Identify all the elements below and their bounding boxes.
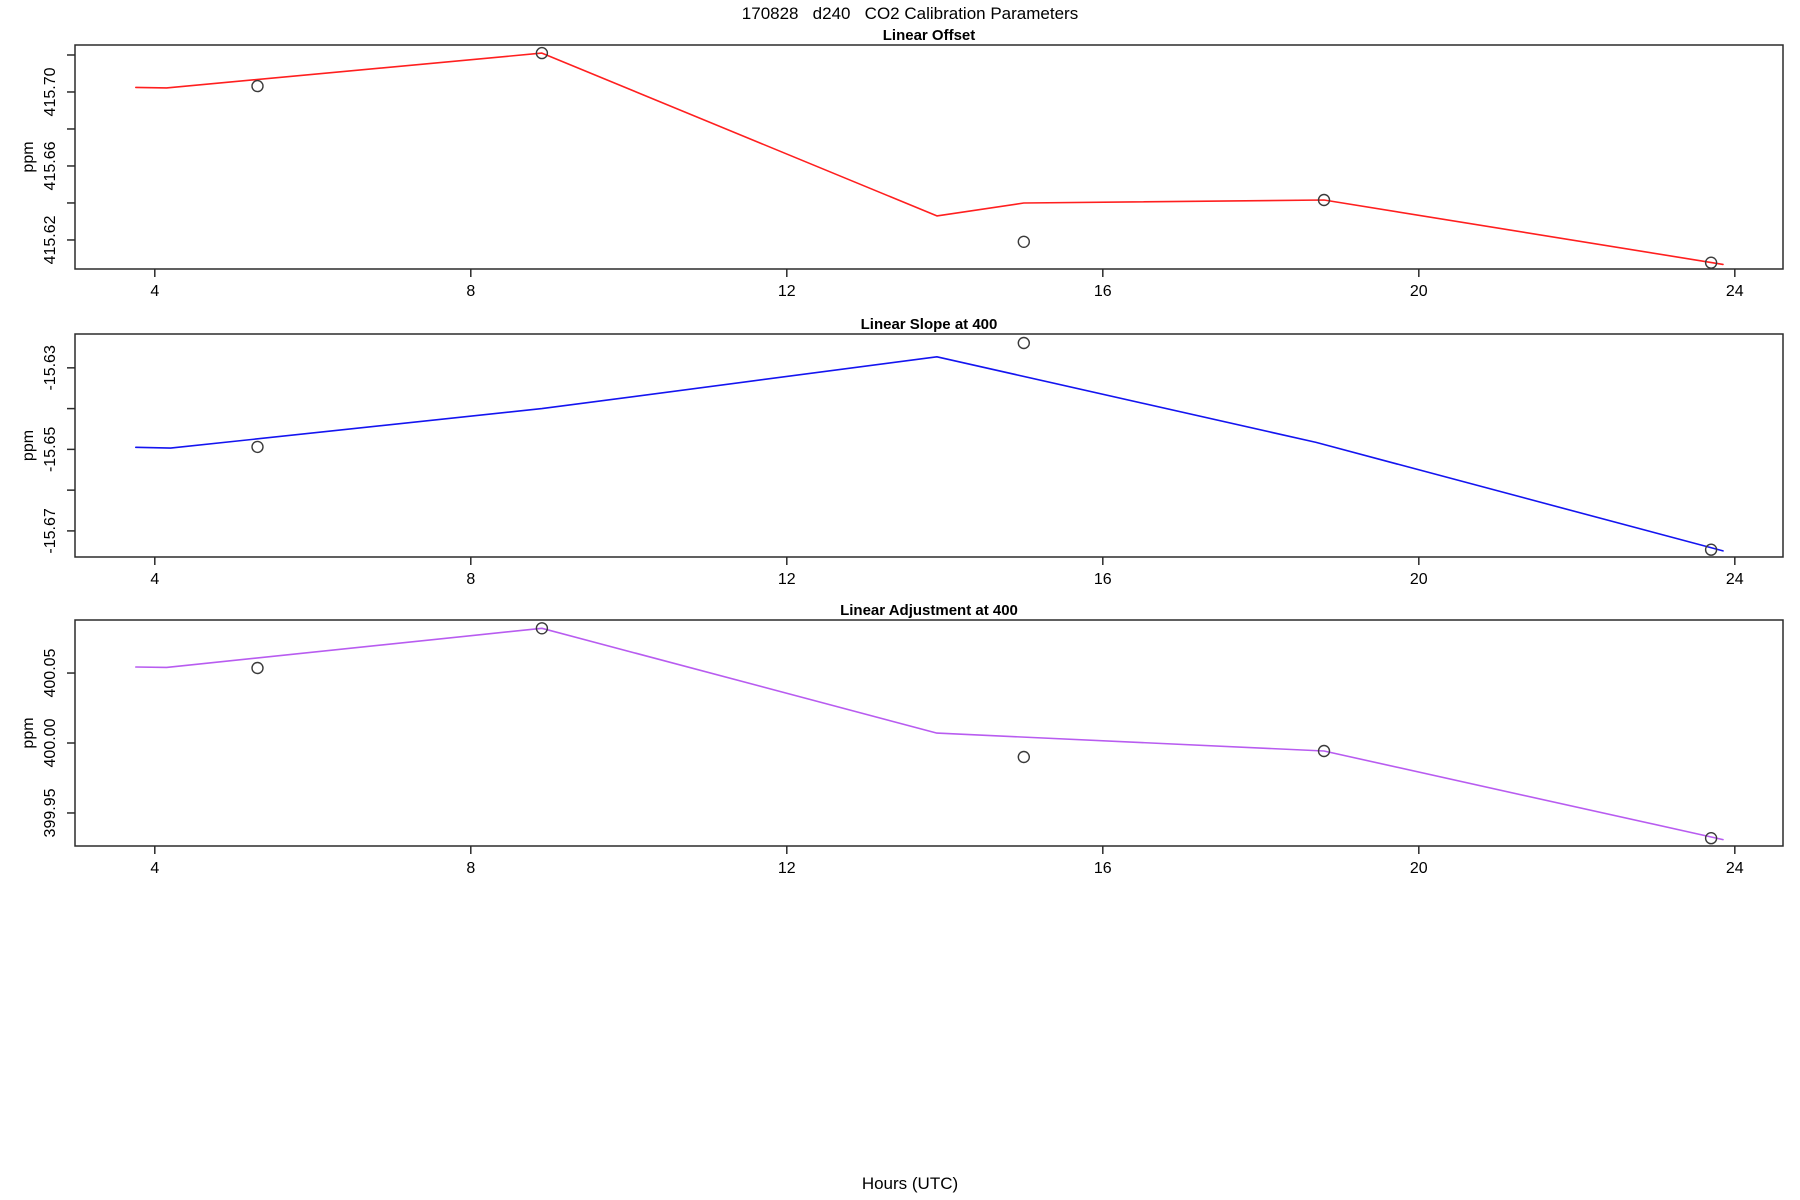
data-point — [1017, 235, 1030, 249]
x-tick-label: 24 — [1726, 860, 1744, 877]
y-axis-unit-label: ppm — [20, 717, 37, 748]
y-axis-unit-label: ppm — [20, 430, 37, 461]
x-tick-label: 16 — [1094, 571, 1112, 588]
x-tick-label: 16 — [1094, 860, 1112, 877]
panel-title-linear-offset: Linear Offset — [882, 27, 976, 44]
x-tick-label: 24 — [1726, 283, 1744, 300]
x-tick-label: 12 — [778, 860, 796, 877]
data-point — [535, 622, 549, 635]
data-point — [535, 46, 549, 60]
x-tick-label: 20 — [1410, 283, 1428, 300]
linear-slope-chart: 4 8 12 16 20 24 -15.67 -15.65 -15.63 ppm — [20, 333, 1784, 588]
linear-offset-chart: 4 8 12 16 20 24 415.62 415.66 415.70 ppm — [20, 44, 1784, 300]
fit-line — [135, 627, 1724, 841]
x-tick-label: 8 — [466, 571, 475, 588]
figure-title: 170828 d240 CO2 Calibration Parameters — [741, 4, 1079, 23]
y-tick-label: 415.66 — [42, 141, 59, 190]
data-point — [251, 440, 264, 454]
panel-title-linear-slope: Linear Slope at 400 — [860, 316, 998, 333]
y-tick-label: -15.65 — [42, 427, 59, 472]
data-point — [1704, 256, 1718, 269]
data-point — [1704, 543, 1718, 556]
y-tick-label: -15.67 — [42, 508, 59, 553]
x-tick-label: 16 — [1094, 283, 1112, 300]
x-tick-label: 12 — [778, 571, 796, 588]
x-tick-label: 8 — [466, 860, 475, 877]
y-axis-unit-label: ppm — [20, 141, 37, 172]
x-tick-label: 4 — [150, 283, 159, 300]
x-axis-label: Hours (UTC) — [861, 1174, 959, 1193]
y-tick-label: 415.62 — [42, 215, 59, 264]
y-tick-label: 400.05 — [42, 648, 59, 697]
plot-box — [74, 44, 1784, 270]
y-tick-label: 400.00 — [42, 718, 59, 767]
data-point — [1017, 750, 1030, 764]
data-point — [1704, 831, 1718, 845]
data-point — [251, 79, 264, 93]
x-tick-label: 20 — [1410, 860, 1428, 877]
y-tick-label: -15.63 — [42, 345, 59, 390]
data-point — [1317, 744, 1331, 758]
y-tick-label: 415.70 — [42, 67, 59, 116]
fit-line — [135, 355, 1724, 552]
x-tick-label: 8 — [466, 283, 475, 300]
fit-line — [135, 52, 1724, 266]
linear-adjustment-chart: 4 8 12 16 20 24 399.95 400.00 400.05 ppm — [20, 619, 1784, 877]
x-tick-label: 4 — [150, 571, 159, 588]
panel-title-linear-adjustment: Linear Adjustment at 400 — [840, 602, 1018, 619]
x-tick-label: 20 — [1410, 571, 1428, 588]
x-tick-label: 12 — [778, 283, 796, 300]
y-tick-label: 399.95 — [42, 788, 59, 837]
x-tick-label: 4 — [150, 860, 159, 877]
x-tick-label: 24 — [1726, 571, 1744, 588]
data-point — [1017, 336, 1030, 350]
plot-box — [74, 619, 1784, 847]
data-point — [1317, 193, 1331, 207]
data-point — [251, 661, 264, 675]
plot-box — [74, 333, 1784, 558]
